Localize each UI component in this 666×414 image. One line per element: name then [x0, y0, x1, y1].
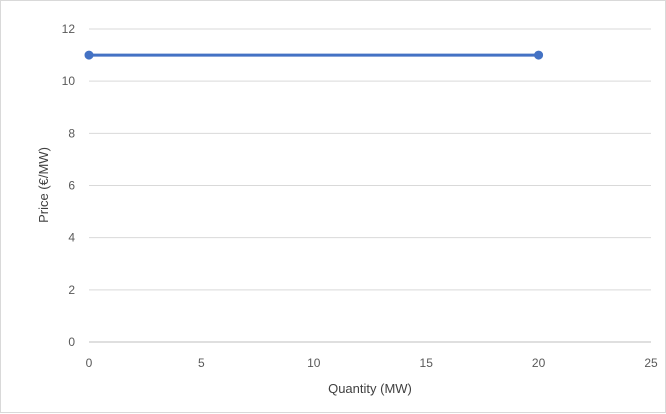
y-tick-label-8: 8 — [68, 126, 75, 140]
x-tick-label-15: 15 — [420, 356, 434, 370]
y-axis-title: Price (€/MW) — [36, 147, 51, 223]
x-axis-title: Quantity (MW) — [328, 381, 412, 396]
y-tick-label-4: 4 — [68, 231, 75, 245]
y-tick-label-2: 2 — [68, 283, 75, 297]
y-tick-label-6: 6 — [68, 179, 75, 193]
x-tick-label-25: 25 — [644, 356, 658, 370]
y-tick-label-10: 10 — [62, 74, 76, 88]
series-layer — [84, 50, 544, 60]
y-tick-label-0: 0 — [68, 335, 75, 349]
x-tick-label-0: 0 — [86, 356, 93, 370]
tick-labels: 0 2 4 6 8 10 12 0 5 10 15 20 25 — [62, 22, 658, 370]
x-tick-label-20: 20 — [532, 356, 546, 370]
data-point-0-0 — [84, 50, 94, 60]
y-tick-label-12: 12 — [62, 22, 76, 36]
x-tick-label-10: 10 — [307, 356, 321, 370]
x-tick-label-5: 5 — [198, 356, 205, 370]
data-point-0-1 — [534, 50, 544, 60]
gridlines — [89, 28, 651, 291]
